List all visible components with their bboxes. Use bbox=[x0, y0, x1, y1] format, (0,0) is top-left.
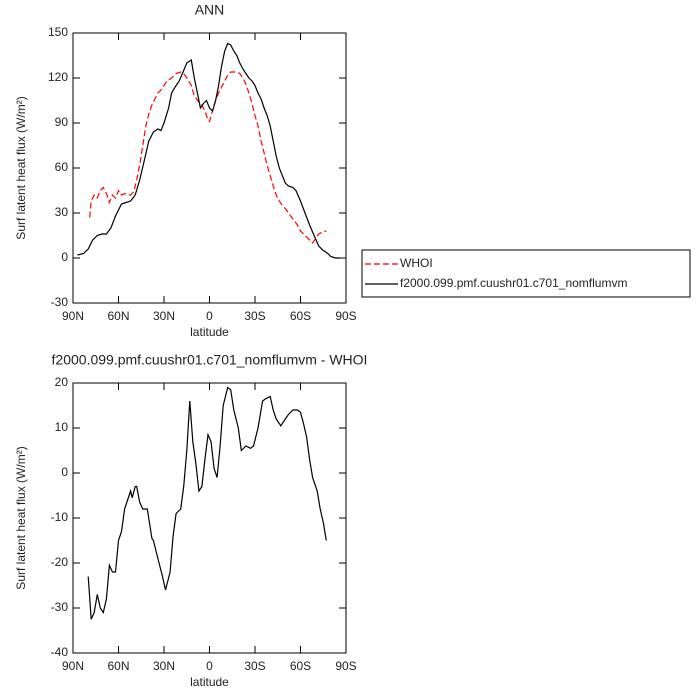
x-tick-label: 60N bbox=[107, 659, 129, 673]
x-tick-label: 30S bbox=[244, 309, 265, 323]
legend-label: WHOI bbox=[400, 256, 433, 270]
y-tick-label: 60 bbox=[55, 160, 69, 174]
x-tick-label: 90S bbox=[335, 309, 356, 323]
x-tick-label: 90N bbox=[62, 309, 84, 323]
y-tick-label: 0 bbox=[61, 250, 68, 264]
x-axis-label: latitude bbox=[190, 325, 229, 339]
y-tick-label: 90 bbox=[55, 115, 69, 129]
x-tick-label: 30N bbox=[153, 659, 175, 673]
series-line bbox=[87, 386, 327, 620]
x-tick-label: 0 bbox=[206, 659, 213, 673]
y-tick-label: 20 bbox=[55, 375, 69, 389]
y-tick-label: -40 bbox=[51, 645, 69, 659]
y-tick-label: 30 bbox=[55, 205, 69, 219]
y-tick-label: 0 bbox=[61, 465, 68, 479]
chart-title: f2000.099.pmf.cuushr01.c701_nomflumvm - … bbox=[52, 352, 368, 368]
y-tick-label: 120 bbox=[48, 70, 68, 84]
x-tick-label: 60N bbox=[107, 309, 129, 323]
series-line bbox=[89, 71, 327, 244]
y-tick-label: 10 bbox=[55, 420, 69, 434]
y-tick-label: -10 bbox=[51, 510, 69, 524]
series-line bbox=[77, 42, 340, 259]
y-tick-label: 150 bbox=[48, 25, 68, 39]
x-tick-label: 60S bbox=[290, 659, 311, 673]
x-tick-label: 0 bbox=[206, 309, 213, 323]
x-axis-label: latitude bbox=[190, 675, 229, 689]
x-tick-label: 90S bbox=[335, 659, 356, 673]
y-tick-label: -20 bbox=[51, 555, 69, 569]
x-tick-label: 90N bbox=[62, 659, 84, 673]
x-tick-label: 60S bbox=[290, 309, 311, 323]
plot-frame bbox=[72, 382, 347, 654]
y-axis-label: Surf latent heat flux (W/m²) bbox=[14, 96, 28, 239]
legend-box bbox=[361, 249, 691, 298]
legend-label: f2000.099.pmf.cuushr01.c701_nomflumvm bbox=[400, 276, 627, 290]
x-tick-label: 30N bbox=[153, 309, 175, 323]
y-tick-label: -30 bbox=[51, 600, 69, 614]
chart-title: ANN bbox=[195, 2, 225, 18]
plot-frame bbox=[72, 32, 347, 304]
y-axis-label: Surf latent heat flux (W/m²) bbox=[14, 446, 28, 589]
x-tick-label: 30S bbox=[244, 659, 265, 673]
y-tick-label: -30 bbox=[51, 295, 69, 309]
